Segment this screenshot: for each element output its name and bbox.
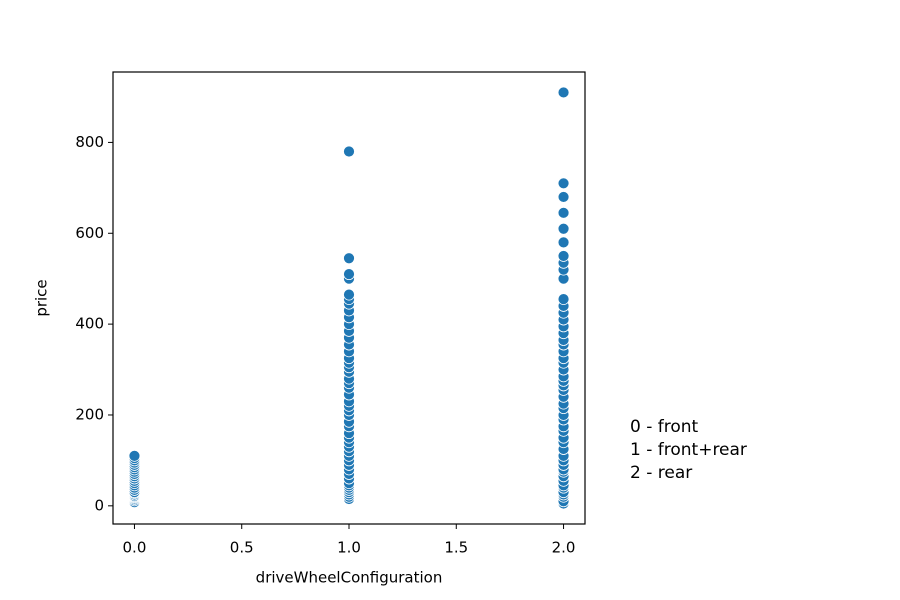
x-tick-label: 0.5 [230, 539, 254, 557]
point [557, 177, 570, 190]
point [557, 86, 570, 99]
plot-frame [112, 71, 586, 525]
y-tick-label: 800 [75, 133, 104, 151]
point [128, 449, 141, 462]
point [557, 236, 570, 249]
point [557, 250, 570, 262]
x-tick-label: 2.0 [552, 539, 576, 557]
y-tick-label: 0 [94, 496, 104, 514]
annotation: 1 - front+rear [630, 440, 747, 460]
y-axis-label: price [33, 279, 51, 316]
point [343, 145, 355, 158]
point [343, 288, 355, 301]
point [557, 293, 570, 306]
x-axis-label: driveWheelConfiguration [256, 569, 443, 587]
x-tick-label: 1.5 [444, 539, 468, 557]
y-tick-label: 400 [75, 315, 104, 333]
x-tick-label: 0.0 [123, 539, 147, 557]
y-tick-label: 600 [75, 224, 104, 242]
point [557, 222, 570, 235]
point [343, 252, 355, 265]
annotation: 0 - front [630, 417, 699, 437]
point [343, 268, 355, 281]
annotation: 2 - rear [630, 463, 692, 483]
x-tick-label: 1.0 [337, 539, 361, 557]
point [557, 191, 570, 203]
point [557, 206, 570, 219]
y-tick-label: 200 [75, 405, 104, 423]
